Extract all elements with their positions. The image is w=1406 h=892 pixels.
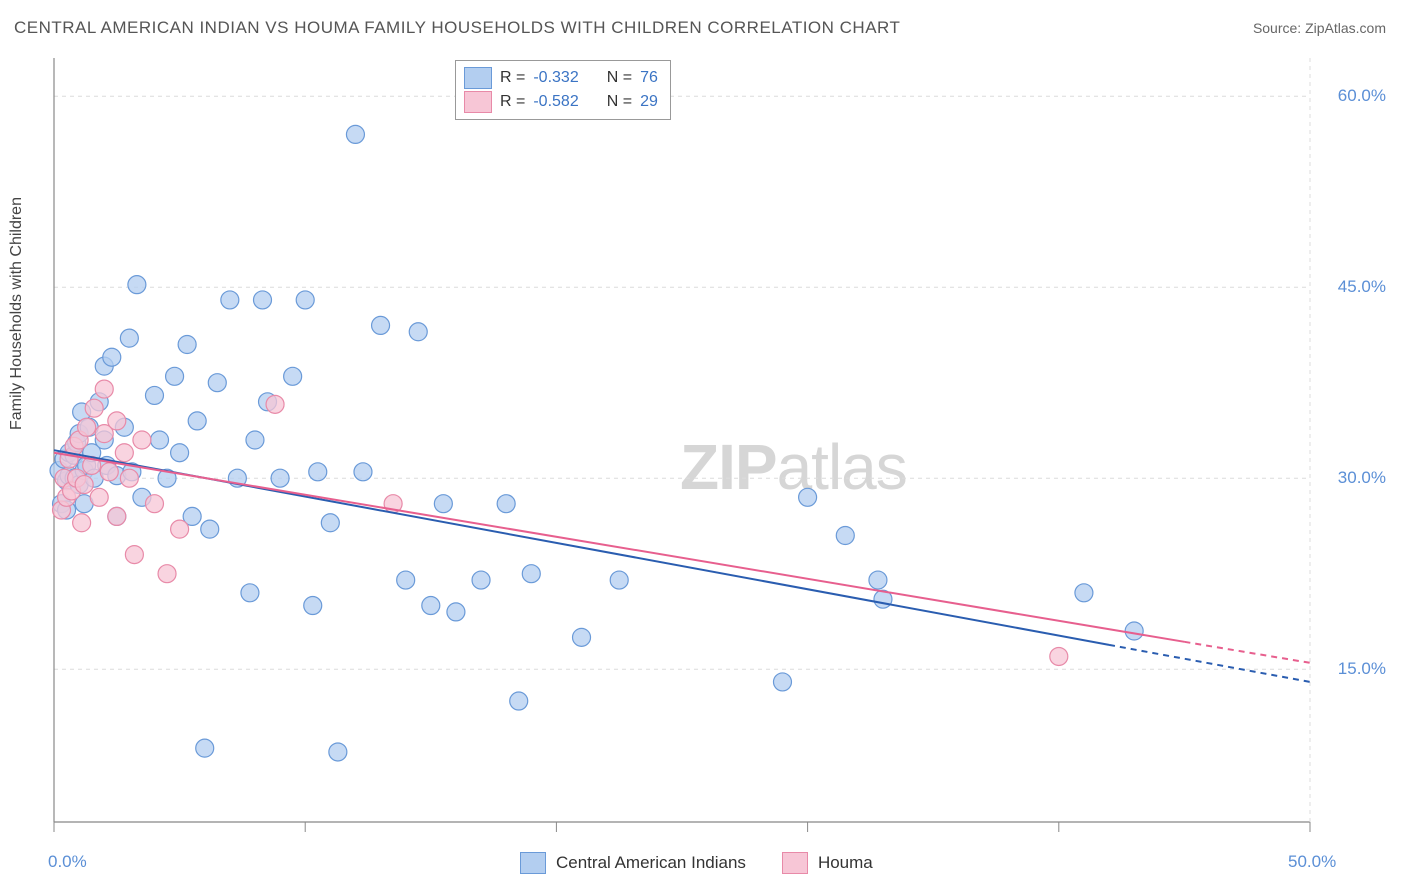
y-tick-label: 30.0% — [1338, 468, 1386, 488]
legend-swatch — [782, 852, 808, 874]
correlation-legend: R = -0.332 N = 76 R = -0.582 N = 29 — [455, 60, 671, 120]
r-value: -0.332 — [533, 66, 578, 90]
series-legend: Central American Indians Houma — [520, 852, 899, 874]
n-label: N = — [607, 90, 632, 114]
legend-series-label: Central American Indians — [556, 853, 746, 873]
x-axis-max-label: 50.0% — [1288, 852, 1336, 872]
y-tick-label: 45.0% — [1338, 277, 1386, 297]
legend-series-label: Houma — [818, 853, 873, 873]
r-label: R = — [500, 66, 525, 90]
legend-swatch — [520, 852, 546, 874]
y-tick-label: 15.0% — [1338, 659, 1386, 679]
r-value: -0.582 — [533, 90, 578, 114]
correlation-scatter-chart — [0, 0, 1406, 892]
legend-swatch — [464, 67, 492, 89]
legend-swatch — [464, 91, 492, 113]
n-label: N = — [607, 66, 632, 90]
x-axis-min-label: 0.0% — [48, 852, 87, 872]
n-value: 29 — [640, 90, 658, 114]
y-tick-label: 60.0% — [1338, 86, 1386, 106]
r-label: R = — [500, 90, 525, 114]
n-value: 76 — [640, 66, 658, 90]
